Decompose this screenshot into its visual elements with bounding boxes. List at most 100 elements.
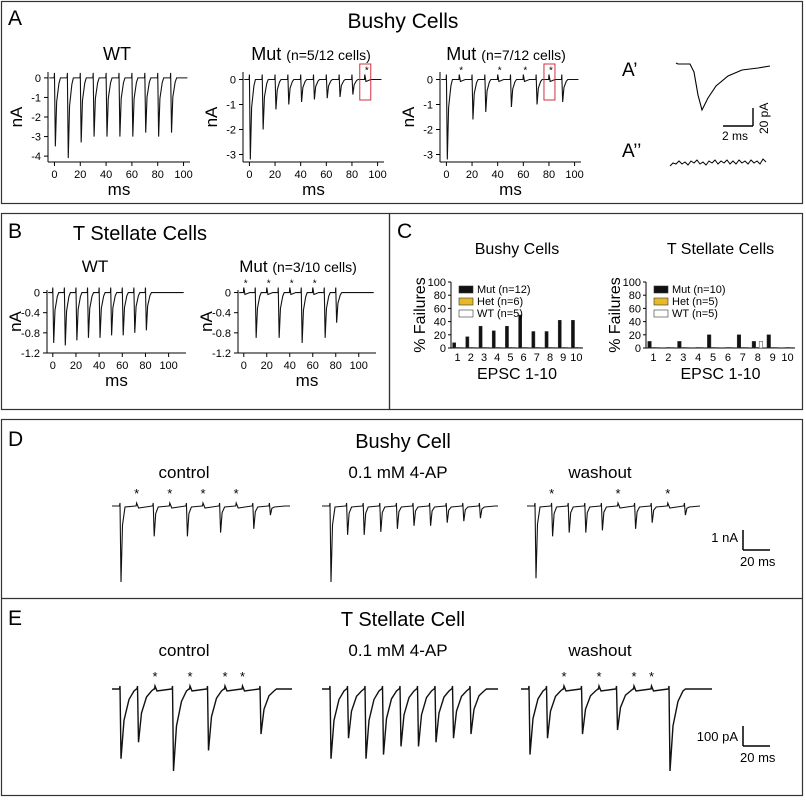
panel-a1-trace [49,72,188,159]
panel-c1-bar [508,347,512,349]
panel-c2-x-tick-label: 6 [725,352,731,364]
panel-c2-y-tick-label: 100 [623,277,641,289]
panel-b1-y-label: nA [6,310,25,331]
panel-b2-failure-marker: * [313,279,317,290]
panel-c1-bar [574,347,578,349]
panel-a2-x-tick-label: 80 [346,169,358,181]
panel-c2-bar [773,347,778,349]
panel-d1-trace [112,500,290,583]
panel-a3-failure-marker: * [498,66,502,77]
panel-a3-x-tick-label: 0 [443,169,449,181]
panel-e-cond-1: control [158,641,209,660]
panel-d3-failure-marker: * [615,486,620,501]
panel-e1-failure-marker: * [240,669,245,684]
panel-e-cond-2: 0.1 mM 4-AP [348,641,447,660]
panel-c1-bar [531,331,536,349]
panel-b2-x-tick-label: 0 [241,360,247,372]
panel-e1-trace [112,683,292,772]
inset-a1-trace [675,62,771,112]
panel-b2-failure-marker: * [244,279,248,290]
panel-b2-failure-marker: * [267,279,271,290]
panel-a2-x-tick-label: 0 [246,169,252,181]
panel-c2-bar [744,347,749,349]
panel-a2-x-tick-label: 20 [269,169,281,181]
panel-b1-x-tick-label: 40 [93,360,105,372]
panel-c1-bar [495,347,499,349]
panel-c2-y-label: % Failures [607,277,624,353]
panel-b1-x-tick-label: 100 [159,360,177,372]
panel-c2-x-tick-label: 9 [770,352,776,364]
panel-c1-x-tick-label: 6 [521,352,527,364]
panel-c1-bar [524,347,529,349]
panel-a2-x-label: ms [302,180,325,199]
panel-a3-x-tick-label: 40 [492,169,504,181]
panel-a2-y-label: nA [202,106,221,127]
panel-c1-bar [505,325,509,349]
panel-a1-y-tick-label: -3 [31,132,41,144]
panel-c1-x-tick-label: 1 [455,352,461,364]
panel-c1-bar [571,320,575,349]
panel-c1-bar [498,347,502,349]
panel-a2-x-tick-label: 40 [295,169,307,181]
panel-c2-bar [751,341,756,349]
panel-c2-y-tick-label: 40 [629,317,641,329]
panel-b1-x-tick-label: 60 [116,360,128,372]
panel-b1-trace [48,287,184,346]
panel-c1-bar [561,347,565,349]
panel-a-frame [0,0,804,205]
panel-d3-failure-marker: * [549,486,554,501]
panel-a2-y-tick-label: -1 [226,100,236,112]
panel-c2-bar [755,347,760,349]
panel-b2-trace [239,287,374,343]
panel-e3-failure-marker: * [561,669,566,684]
panel-a1-y-tick-label: -4 [31,151,41,163]
panel-b-letter: B [8,220,22,243]
panel-c2-x-tick-label: 2 [665,352,671,364]
panel-b1-y-tick-label: -1.2 [21,348,40,360]
panel-a1-x-tick-label: 80 [152,169,164,181]
panel-b1-y-tick-label: -0.8 [21,328,40,340]
panel-b2-x-tick-label: 20 [261,360,273,372]
panel-b1-y-tick-label: 0 [34,288,40,300]
panel-e-letter: E [8,607,22,630]
panel-c1-bar [551,347,555,349]
panel-c1-bar [544,331,549,349]
panel-b-title: T Stellate Cells [73,223,207,245]
panel-c1-bar [478,325,483,349]
panel-c1-bar [521,347,526,349]
panel-a3-y-tick-label: 0 [427,75,433,87]
panel-b1-x-tick-label: 80 [139,360,151,372]
highlight-box-a2 [359,63,372,101]
panel-c1-x-tick-label: 3 [481,352,487,364]
panel-c1-bar [537,347,542,349]
panel-d2-trace [322,502,498,583]
panel-c1-legend-swatch [458,309,474,318]
inset-scale-y-label: 20 pA [757,103,771,134]
panel-b1-x-label: ms [105,371,128,390]
panel-c1-legend-label: WT (n=5) [477,308,523,320]
panel-c1-x-tick-label: 4 [494,352,500,364]
panel-e3-trace [521,683,712,772]
panel-c2-bar [725,347,730,349]
panel-c2-x-label: EPSC 1-10 [680,366,760,383]
panel-c1-bar [485,347,489,349]
panel-de-frame [0,418,804,797]
panel-c2-y-tick-label: 20 [629,330,641,342]
panel-c1-bar [481,347,486,349]
panel-c1-bar [564,347,568,349]
panel-c1-title: Bushy Cells [475,241,559,258]
panel-c1-y-tick-label: 40 [434,317,446,329]
panel-c-frame [388,212,804,411]
panel-d3-trace [527,500,701,579]
panel-c2-bar [669,347,674,349]
panel-c2-bar [788,347,793,349]
panel-a1-x-tick-label: 60 [126,169,138,181]
panel-b2-x-tick-label: 80 [330,360,342,372]
panel-a3-x-tick-label: 60 [517,169,529,181]
panel-a2-failure-marker: * [365,66,369,77]
panel-a-letter: A [8,7,22,30]
panel-c2-x-tick-label: 1 [650,352,656,364]
panel-c2-legend-swatch [653,285,669,294]
panel-a1-x-tick-label: 40 [100,169,112,181]
panel-c2-bar [729,347,734,349]
